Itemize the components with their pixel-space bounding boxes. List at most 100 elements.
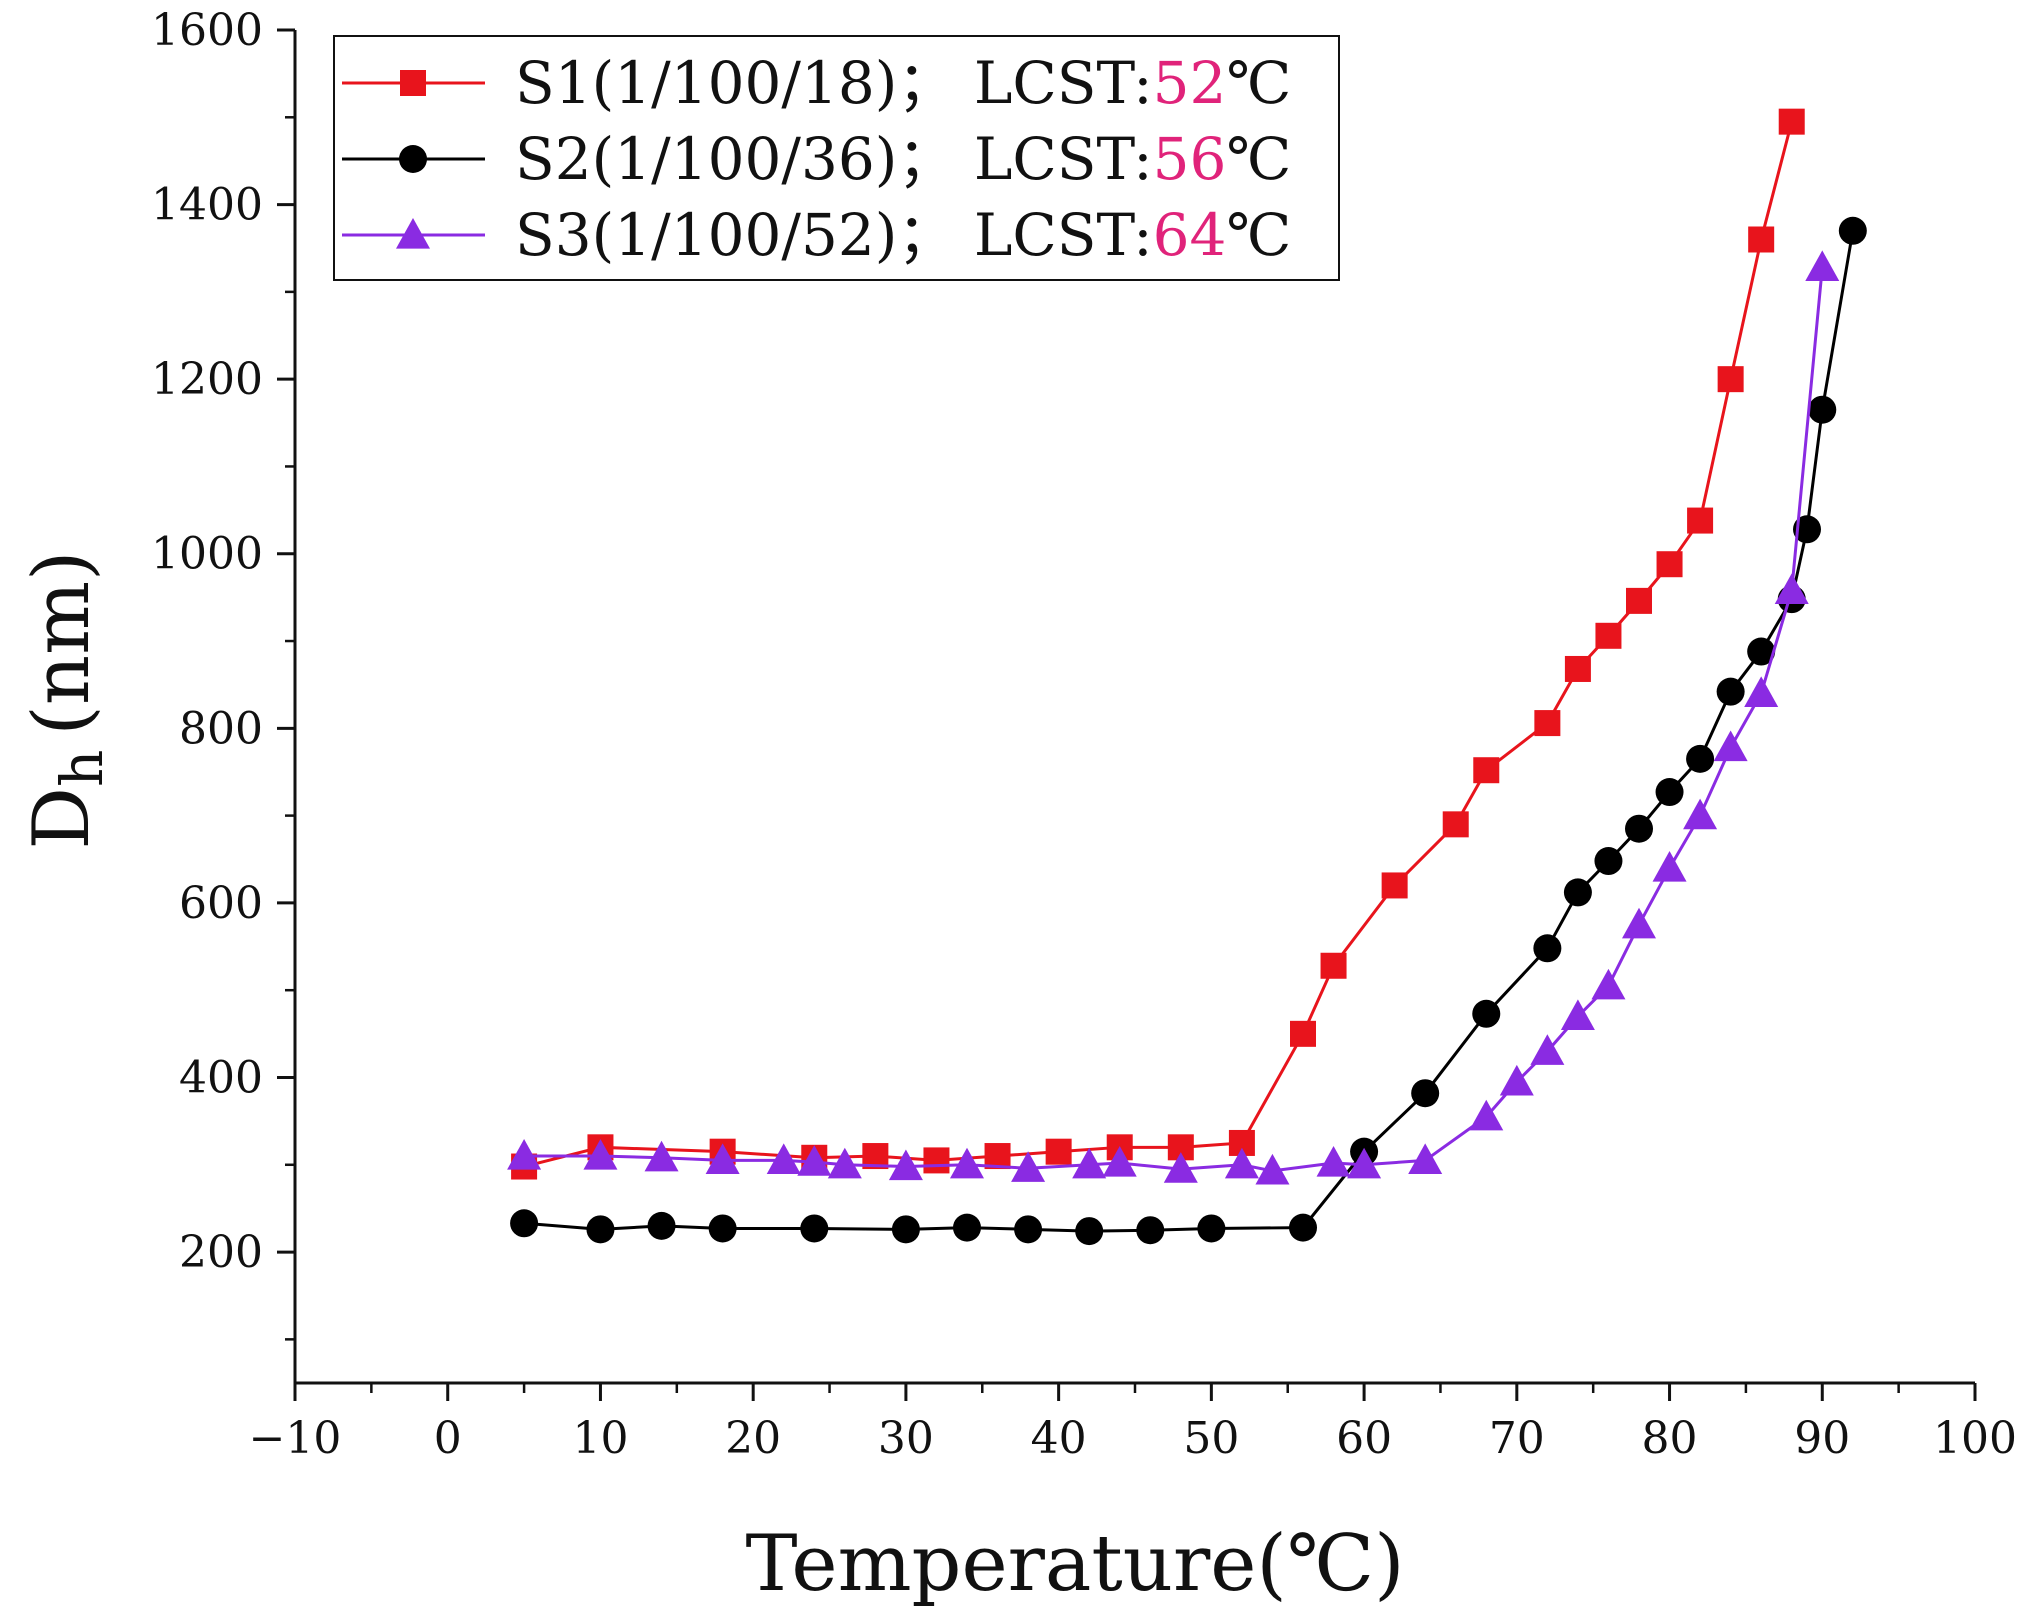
data-point-s2 bbox=[647, 1211, 676, 1240]
x-tick-label: −10 bbox=[249, 1413, 342, 1464]
data-point-s2 bbox=[800, 1214, 829, 1243]
legend-entry-s1: S1(1/100/18)； LCST:52℃ bbox=[342, 49, 1291, 117]
series-s3 bbox=[507, 250, 1840, 1185]
data-point-s2 bbox=[1655, 778, 1684, 807]
data-point-s3 bbox=[1224, 1147, 1259, 1179]
data-point-s2 bbox=[1793, 515, 1821, 544]
legend-label: S1(1/100/18)； LCST:52℃ bbox=[515, 49, 1291, 117]
data-point-s3 bbox=[583, 1139, 618, 1170]
x-tick-label: 50 bbox=[1183, 1413, 1239, 1464]
data-point-s3 bbox=[1163, 1152, 1198, 1183]
legend-lcst-value: 56 bbox=[1153, 125, 1227, 193]
data-point-s3 bbox=[1072, 1147, 1107, 1179]
data-point-s2 bbox=[1838, 216, 1867, 245]
data-point-s1 bbox=[1320, 952, 1347, 979]
y-tick-label: 1200 bbox=[151, 354, 263, 405]
x-tick-label: 100 bbox=[1933, 1413, 2017, 1464]
data-point-s2 bbox=[1289, 1213, 1317, 1242]
x-tick-label: 20 bbox=[725, 1413, 781, 1464]
y-tick-label: 600 bbox=[179, 878, 263, 929]
data-point-s2 bbox=[1075, 1217, 1104, 1246]
data-point-s3 bbox=[1011, 1151, 1046, 1182]
series-layer bbox=[507, 108, 1867, 1246]
data-point-s1 bbox=[1687, 507, 1714, 534]
series-line-s3 bbox=[524, 267, 1824, 1173]
data-point-s3 bbox=[644, 1140, 679, 1172]
legend-label-text: S3(1/100/52)； LCST: bbox=[515, 201, 1153, 269]
legend-label-text: S1(1/100/18)； LCST: bbox=[515, 49, 1153, 117]
data-point-s2 bbox=[1625, 814, 1653, 843]
y-tick-label: 200 bbox=[179, 1227, 263, 1278]
data-point-s2 bbox=[1533, 934, 1562, 963]
legend-lcst-unit: ℃ bbox=[1226, 201, 1291, 269]
data-point-s3 bbox=[507, 1139, 542, 1170]
legend-marker bbox=[400, 70, 426, 96]
y-axis-title-sub: h bbox=[48, 750, 116, 787]
data-point-s1 bbox=[1564, 655, 1591, 682]
data-point-s3 bbox=[1408, 1143, 1443, 1175]
data-point-s3 bbox=[827, 1147, 862, 1179]
data-point-s2 bbox=[1136, 1216, 1165, 1245]
y-tick-label: 400 bbox=[179, 1052, 263, 1103]
data-point-s2 bbox=[1014, 1215, 1043, 1244]
data-point-s3 bbox=[1469, 1099, 1504, 1131]
y-tick-label: 1000 bbox=[151, 529, 263, 580]
data-point-s2 bbox=[953, 1213, 981, 1242]
data-point-s3 bbox=[766, 1143, 801, 1175]
legend-lcst-unit: ℃ bbox=[1226, 49, 1291, 117]
svg-text:Dh(nm): Dh (nm) bbox=[17, 551, 116, 850]
legend-entry-s3: S3(1/100/52)； LCST:64℃ bbox=[342, 201, 1291, 269]
data-point-s1 bbox=[1595, 622, 1622, 649]
x-axis-ticks: −10 0 10 20 30 40 50 60 70 80 90 100 bbox=[249, 1383, 2017, 1464]
data-point-s3 bbox=[1622, 907, 1656, 939]
data-point-s2 bbox=[1686, 744, 1715, 773]
x-tick-label: 80 bbox=[1642, 1413, 1698, 1464]
y-tick-label: 800 bbox=[179, 703, 263, 754]
data-point-s3 bbox=[705, 1143, 740, 1175]
legend-lcst-unit: ℃ bbox=[1226, 125, 1291, 193]
x-tick-label: 70 bbox=[1489, 1413, 1545, 1464]
data-point-s1 bbox=[1778, 108, 1805, 135]
legend-label: S3(1/100/52)； LCST:64℃ bbox=[515, 201, 1291, 269]
y-tick-label: 1400 bbox=[151, 180, 263, 231]
x-tick-label: 30 bbox=[878, 1413, 934, 1464]
data-point-s1 bbox=[1473, 757, 1500, 784]
legend-lcst-value: 64 bbox=[1153, 201, 1227, 269]
data-point-s3 bbox=[1652, 850, 1687, 882]
data-point-s2 bbox=[1197, 1214, 1226, 1243]
data-point-s3 bbox=[1102, 1146, 1137, 1177]
data-point-s3 bbox=[1316, 1146, 1351, 1177]
data-point-s2 bbox=[1716, 677, 1745, 706]
data-point-s2 bbox=[1747, 637, 1776, 666]
y-axis-ticks: 200 400 600 800 1000 1200 1400 1600 bbox=[151, 5, 295, 1341]
legend-label-text: S2(1/100/36)； LCST: bbox=[515, 125, 1153, 193]
data-point-s1 bbox=[1656, 551, 1683, 578]
data-point-s2 bbox=[1563, 878, 1592, 907]
data-point-s3 bbox=[797, 1145, 832, 1176]
legend-lcst-value: 52 bbox=[1153, 49, 1227, 117]
data-point-s1 bbox=[1381, 872, 1408, 899]
data-point-s3 bbox=[1805, 250, 1840, 282]
data-point-s3 bbox=[1255, 1153, 1290, 1185]
data-point-s3 bbox=[1530, 1034, 1565, 1065]
data-point-s3 bbox=[950, 1147, 984, 1179]
data-point-s3 bbox=[1591, 968, 1626, 1000]
series-line-s2 bbox=[523, 230, 1855, 1233]
y-tick-label: 1600 bbox=[151, 5, 263, 56]
data-point-s3 bbox=[1744, 676, 1779, 708]
x-axis-title: Temperature(℃) bbox=[745, 1519, 1404, 1609]
data-point-s1 bbox=[1748, 226, 1775, 253]
x-tick-label: 0 bbox=[434, 1413, 462, 1464]
data-point-s2 bbox=[510, 1209, 539, 1238]
data-point-s1 bbox=[1290, 1020, 1316, 1047]
data-point-s2 bbox=[1411, 1079, 1440, 1108]
data-point-s1 bbox=[1626, 587, 1652, 614]
data-point-s2 bbox=[1808, 395, 1837, 424]
data-point-s2 bbox=[708, 1214, 737, 1243]
legend-label: S2(1/100/36)； LCST:56℃ bbox=[515, 125, 1291, 193]
data-point-s3 bbox=[1347, 1147, 1382, 1179]
data-point-s3 bbox=[1683, 798, 1718, 830]
legend: S1(1/100/18)； LCST:52℃S2(1/100/36)； LCST… bbox=[333, 35, 1340, 281]
data-point-s1 bbox=[1717, 366, 1744, 393]
